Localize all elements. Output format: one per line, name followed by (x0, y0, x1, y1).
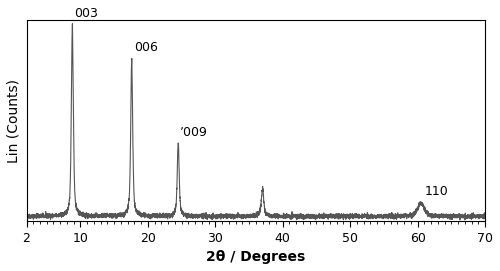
Text: 003: 003 (74, 7, 98, 20)
Text: ʼ009: ʼ009 (180, 126, 208, 139)
Text: 006: 006 (134, 41, 158, 54)
Y-axis label: Lin (Counts): Lin (Counts) (7, 79, 21, 163)
X-axis label: 2θ / Degrees: 2θ / Degrees (206, 250, 306, 264)
Text: 110: 110 (424, 185, 448, 198)
